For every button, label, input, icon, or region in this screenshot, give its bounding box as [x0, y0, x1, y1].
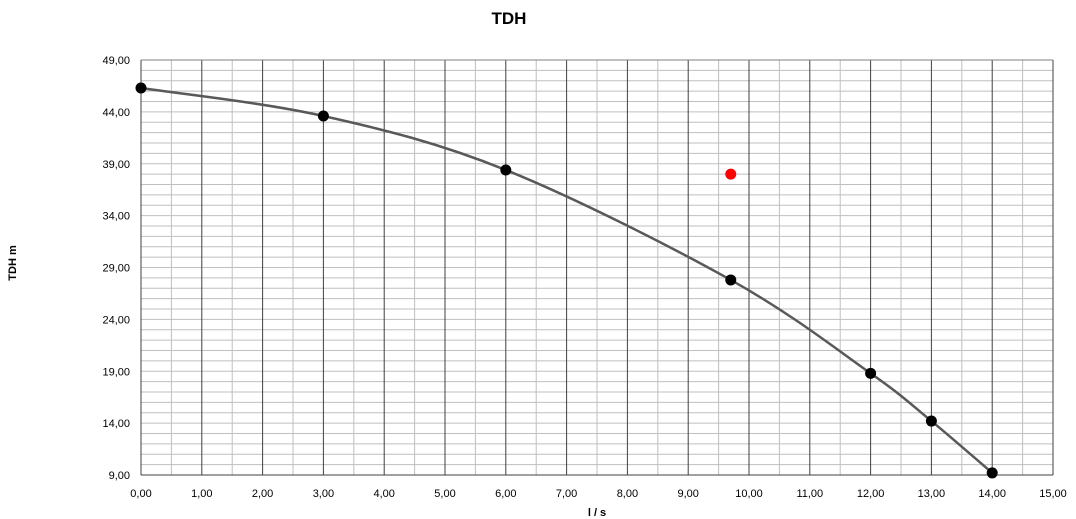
data-point: [317, 110, 329, 122]
y-axis-label: TDH m: [7, 245, 19, 281]
y-tick-label: 14,00: [102, 418, 130, 430]
y-tick-labels: 9,00 14,00 19,00 24,00 29,00 34,00 39,00 44,00 4…: [102, 55, 130, 482]
x-axis-label: l / s: [588, 507, 606, 519]
data-point: [865, 367, 877, 379]
y-tick-label: 19,00: [102, 366, 130, 378]
x-tick-label: 2,00: [252, 488, 273, 500]
x-tick-labels: 0,00 1,00 2,00 3,00 4,00 5,00 6,00 7,00 8,00 9,00…: [130, 488, 1066, 500]
x-tick-label: 1,00: [191, 488, 212, 500]
tdh-curve: [140, 86, 994, 474]
data-point: [500, 164, 512, 176]
operating-point: [725, 168, 737, 180]
x-tick-label: 4,00: [373, 488, 394, 500]
y-tick-label: 44,00: [102, 107, 130, 119]
x-tick-label: 8,00: [617, 488, 638, 500]
y-tick-label: 34,00: [102, 211, 130, 223]
x-tick-label: 6,00: [495, 488, 516, 500]
x-tick-label: 15,00: [1039, 488, 1067, 500]
x-tick-label: 10,00: [735, 488, 763, 500]
x-tick-label: 12,00: [857, 488, 885, 500]
x-tick-label: 13,00: [918, 488, 946, 500]
series-layer: [135, 82, 998, 479]
y-tick-label: 9,00: [109, 470, 130, 482]
y-tick-label: 29,00: [102, 263, 130, 275]
minor-grid: [141, 59, 1053, 476]
y-tick-label: 39,00: [102, 159, 130, 171]
major-grid: [140, 59, 1054, 476]
x-tick-label: 14,00: [978, 488, 1006, 500]
x-tick-label: 7,00: [556, 488, 577, 500]
y-tick-label: 49,00: [102, 55, 130, 67]
data-point: [986, 467, 998, 479]
data-point: [135, 82, 147, 94]
x-tick-label: 11,00: [796, 488, 823, 500]
data-point: [925, 415, 937, 427]
x-tick-label: 5,00: [434, 488, 455, 500]
x-tick-label: 0,00: [130, 488, 151, 500]
y-tick-label: 24,00: [102, 314, 130, 326]
x-tick-label: 3,00: [313, 488, 334, 500]
x-tick-label: 9,00: [677, 488, 698, 500]
chart-title: TDH: [492, 9, 527, 28]
data-point: [725, 274, 737, 286]
